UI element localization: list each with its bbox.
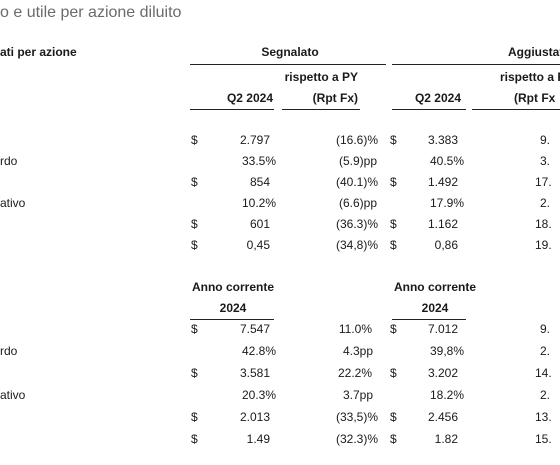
reported-change: 22.2% xyxy=(337,366,372,380)
currency-symbol: $ xyxy=(390,175,397,189)
vs-py-header-adj: rispetto a P xyxy=(500,70,560,84)
rpt-fx-header: (Rpt Fx) xyxy=(312,91,358,105)
adjusted-value: 39,8% xyxy=(429,344,464,358)
adjusted-value: 1.492 xyxy=(427,175,458,189)
adjusted-change: 15. xyxy=(535,432,552,446)
currency-symbol: $ xyxy=(390,217,397,231)
adjusted-value: 1.162 xyxy=(427,217,458,231)
reported-change: 3.7pp xyxy=(342,388,373,402)
currency-symbol: $ xyxy=(390,432,397,446)
adjusted-value: 40.5% xyxy=(429,154,464,168)
reported-change: (34,8)% xyxy=(335,238,378,252)
reported-value: 42.8% xyxy=(241,344,276,358)
adjusted-change: 14. xyxy=(535,366,552,380)
adjusted-value: 2.456 xyxy=(427,410,458,424)
ytd-year-rule xyxy=(190,319,274,320)
q2-header-adj: Q2 2024 xyxy=(414,91,461,105)
adjusted-value: 3.202 xyxy=(427,366,458,380)
adjusted-change: 2. xyxy=(540,344,551,358)
adjusted-change: 2. xyxy=(540,196,551,210)
reported-change: (6.6)pp xyxy=(338,196,377,210)
table-row-label: ativo xyxy=(0,388,26,402)
reported-change: (32.3)% xyxy=(335,432,378,446)
adjusted-change: 13. xyxy=(535,410,552,424)
adjusted-value: 7.012 xyxy=(427,322,458,336)
reported-value: 2.013 xyxy=(239,410,270,424)
ytd-header: Anno corrente xyxy=(191,280,274,294)
adjusted-change: 2. xyxy=(540,388,551,402)
reported-value: 33.5% xyxy=(241,154,276,168)
currency-symbol: $ xyxy=(390,366,397,380)
currency-symbol: $ xyxy=(390,133,397,147)
reported-value: 3.581 xyxy=(239,366,270,380)
reported-value: 10.2% xyxy=(241,196,276,210)
adjusted-change: 3. xyxy=(540,154,551,168)
adjusted-change: 18. xyxy=(535,217,552,231)
adjusted-value: 3.383 xyxy=(427,133,458,147)
ytd-year: 2024 xyxy=(219,301,247,315)
currency-symbol: $ xyxy=(390,238,397,252)
adjusted-value: 0,86 xyxy=(434,238,458,252)
rpt-fx-adj-rule xyxy=(472,109,560,110)
adjusted-change: 17. xyxy=(535,175,552,189)
ytd-header-adj: Anno corrente xyxy=(393,280,476,294)
table-row-label: ativo xyxy=(0,196,26,210)
rpt-fx-header-adj: (Rpt Fx xyxy=(514,91,556,105)
reported-change: (40.1)% xyxy=(335,175,378,189)
currency-symbol: $ xyxy=(191,238,198,252)
vs-py-header: rispetto a PY xyxy=(284,70,358,84)
reported-header-rule xyxy=(190,64,386,65)
reported-change: (5.9)pp xyxy=(338,154,377,168)
page-title: o e utile per azione diluito xyxy=(0,4,182,21)
adjusted-value: 17.9% xyxy=(429,196,464,210)
table-row-label: rdo xyxy=(0,344,18,358)
reported-value: 2.797 xyxy=(239,133,270,147)
currency-symbol: $ xyxy=(191,217,198,231)
q2-adj-rule xyxy=(392,109,466,110)
reported-header: Segnalato xyxy=(261,45,319,59)
reported-value: 854 xyxy=(249,175,270,189)
currency-symbol: $ xyxy=(191,410,198,424)
table-row-label: rdo xyxy=(0,154,18,168)
reported-value: 1.49 xyxy=(246,432,270,446)
currency-symbol: $ xyxy=(191,366,198,380)
adjusted-value: 1.82 xyxy=(434,432,458,446)
currency-symbol: $ xyxy=(390,410,397,424)
reported-value: 601 xyxy=(249,217,270,231)
adjusted-value: 18.2% xyxy=(429,388,464,402)
reported-value: 0,45 xyxy=(246,238,270,252)
currency-symbol: $ xyxy=(191,133,198,147)
reported-change: (33,5)% xyxy=(335,410,378,424)
adjusted-change: 9. xyxy=(540,322,551,336)
currency-symbol: $ xyxy=(191,322,198,336)
adjusted-header-rule xyxy=(392,64,560,65)
ytd-year-adj: 2024 xyxy=(421,301,449,315)
reported-value: 20.3% xyxy=(241,388,276,402)
q2-header: Q2 2024 xyxy=(226,91,273,105)
ytd-year-adj-rule xyxy=(392,319,466,320)
row-label-header: ati per azione xyxy=(0,45,77,59)
reported-change: (36.3)% xyxy=(335,217,378,231)
adjusted-header: Aggiustato xyxy=(508,45,560,59)
reported-change: 11.0% xyxy=(338,322,372,336)
reported-value: 7.547 xyxy=(239,322,270,336)
reported-change: (16.6)% xyxy=(335,133,378,147)
currency-symbol: $ xyxy=(191,432,198,446)
q2-rule xyxy=(190,109,274,110)
rpt-fx-rule xyxy=(282,109,360,110)
currency-symbol: $ xyxy=(191,175,198,189)
adjusted-change: 9. xyxy=(540,133,551,147)
adjusted-change: 19. xyxy=(535,238,552,252)
currency-symbol: $ xyxy=(390,322,397,336)
reported-change: 4.3pp xyxy=(342,344,373,358)
